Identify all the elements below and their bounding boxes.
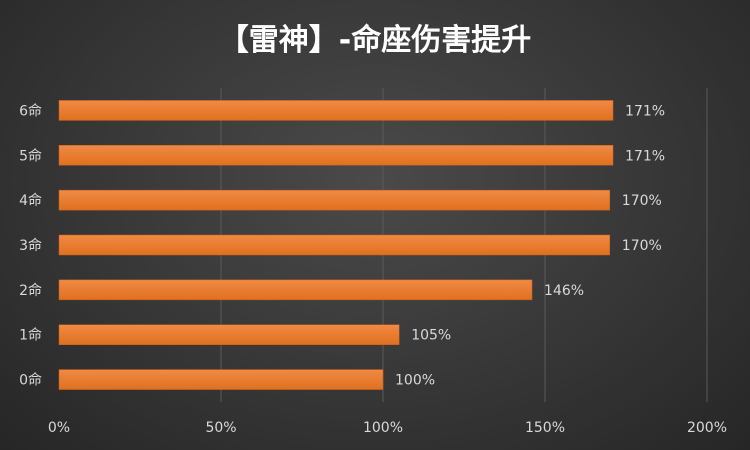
x-tick-label: 200%	[687, 420, 727, 436]
value-label: 105%	[411, 328, 451, 344]
category-label: 6命	[19, 102, 42, 119]
category-label: 5命	[19, 147, 42, 164]
value-label: 170%	[622, 193, 662, 209]
category-label: 2命	[19, 282, 42, 299]
x-tick-label: 0%	[48, 420, 70, 436]
value-label: 171%	[625, 103, 665, 119]
category-label: 0命	[19, 372, 42, 389]
bar	[58, 369, 384, 390]
x-tick-label: 150%	[525, 420, 565, 436]
bar	[58, 145, 614, 166]
bar	[58, 189, 611, 211]
bars	[58, 100, 614, 390]
value-label: 100%	[395, 373, 435, 389]
category-label: 3命	[19, 237, 42, 254]
category-label: 1命	[19, 327, 42, 344]
bar	[58, 234, 611, 256]
labels: 0% 50% 100% 150% 200% 0命 100% 1命 105% 2命 146% 3命 170…	[19, 102, 727, 436]
value-label: 171%	[625, 148, 665, 164]
bar	[58, 279, 533, 301]
bar	[58, 324, 400, 345]
bar	[58, 100, 614, 121]
category-label: 4命	[19, 192, 42, 209]
value-label: 170%	[622, 238, 662, 254]
value-label: 146%	[544, 283, 584, 299]
x-tick-label: 100%	[363, 420, 403, 436]
x-tick-label: 50%	[205, 420, 236, 436]
chart-title: 【雷神】-命座伤害提升	[219, 23, 531, 58]
